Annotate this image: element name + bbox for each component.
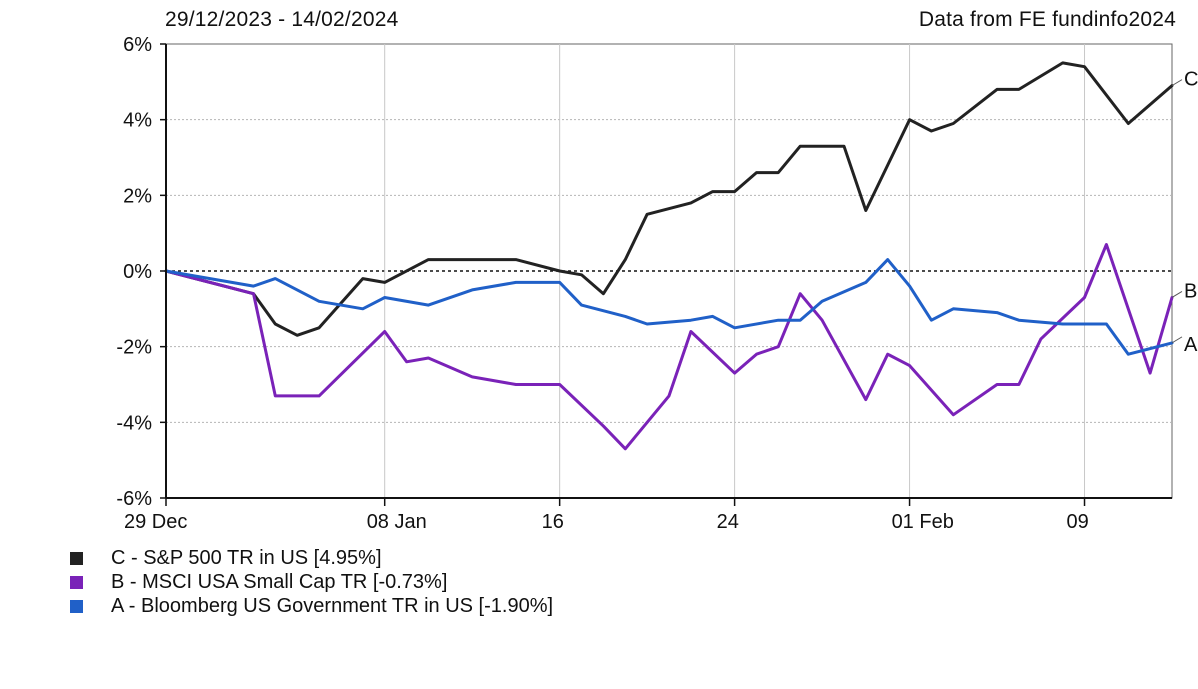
- axes: [160, 43, 1172, 506]
- y-tick-label: -2%: [116, 337, 152, 359]
- series-line-c: [164, 61, 1174, 337]
- legend-item: A - Bloomberg US Government TR in US [-1…: [70, 594, 553, 618]
- x-tick-label: 01 Feb: [892, 511, 954, 533]
- y-tick-label: 6%: [123, 34, 152, 56]
- legend-swatch: [70, 599, 83, 613]
- legend-item: B - MSCI USA Small Cap TR [-0.73%]: [70, 570, 553, 594]
- y-tick-label: 4%: [123, 110, 152, 132]
- y-tick-label: -4%: [116, 412, 152, 434]
- y-tick-label: 0%: [123, 261, 152, 283]
- legend-label: C - S&P 500 TR in US [4.95%]: [111, 546, 382, 569]
- legend-item: C - S&P 500 TR in US [4.95%]: [70, 546, 553, 570]
- plot-area: [165, 43, 1173, 499]
- legend-label: B - MSCI USA Small Cap TR [-0.73%]: [111, 570, 448, 593]
- data-source-label: Data from FE fundinfo2024: [918, 8, 1176, 31]
- grid: [166, 44, 1172, 498]
- x-tick-label: 08 Jan: [367, 511, 427, 533]
- series-lines: [164, 61, 1183, 451]
- legend: C - S&P 500 TR in US [4.95%] B - MSCI USA…: [70, 546, 553, 618]
- legend-swatch: [70, 551, 83, 565]
- series-end-label: B: [1184, 280, 1197, 302]
- legend-swatch: [70, 575, 83, 589]
- end-label-leader: [1171, 291, 1183, 298]
- y-tick-label: 2%: [123, 185, 152, 207]
- series-end-label: C: [1184, 69, 1198, 91]
- x-tick-label: 09: [1067, 511, 1089, 533]
- series-line-a: [164, 258, 1174, 356]
- x-tick-label: 24: [717, 511, 739, 533]
- x-tick-label: 29 Dec: [124, 511, 187, 533]
- series-line-b: [164, 243, 1174, 451]
- end-label-leader: [1171, 79, 1183, 87]
- legend-label: A - Bloomberg US Government TR in US [-1…: [111, 594, 554, 617]
- series-end-label: A: [1184, 334, 1198, 356]
- tick-labels: 6% 4% 2% 0% -2% -4% -6%29 Dec 08 Jan 16 24 01 Feb 0…: [116, 34, 1198, 533]
- end-label-leader: [1171, 336, 1183, 344]
- x-tick-label: 16: [542, 511, 564, 533]
- plot-frame: [165, 43, 1173, 499]
- y-tick-label: -6%: [116, 488, 152, 510]
- date-range-label: 29/12/2023 - 14/02/2024: [165, 8, 399, 31]
